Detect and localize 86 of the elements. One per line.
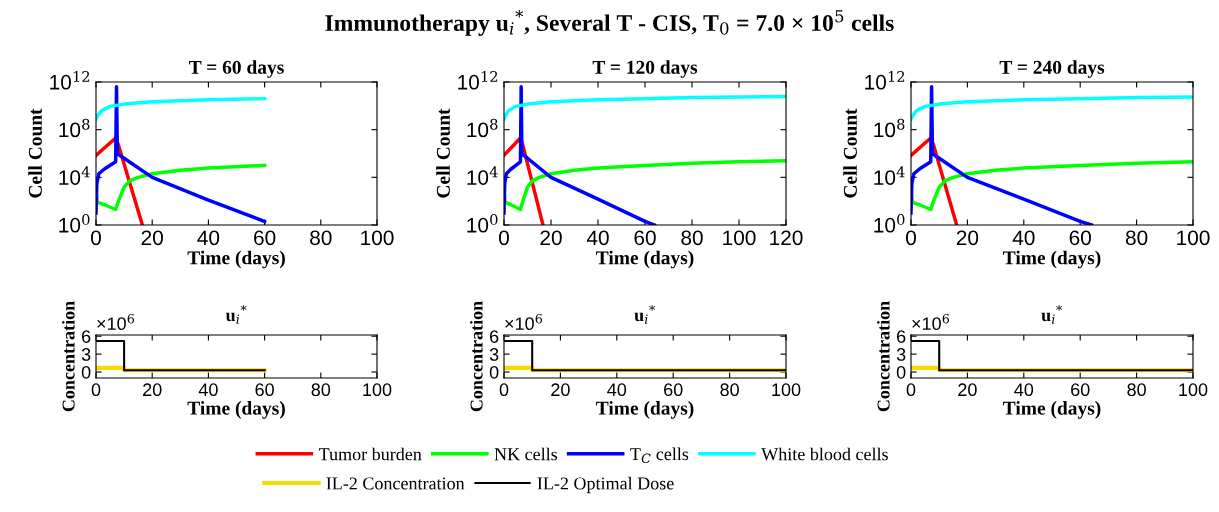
x-tick-label: 60 (634, 230, 656, 246)
x-tick-label: 60 (1069, 230, 1091, 246)
x-tick-label: 80 (681, 230, 703, 246)
legend-label: IL-2 Concentration (326, 477, 465, 490)
legend-label: T$_{C}$ cells (630, 447, 689, 464)
chart-title: T = 60 days (189, 60, 284, 78)
text: ×10$^{6}$ (505, 313, 543, 331)
x-tick-label: 60 (664, 383, 683, 397)
x-tick-label: 40 (586, 230, 609, 246)
y-tick-label: 10$^{0}$ (59, 214, 90, 233)
x-tick-label: 0 (499, 230, 509, 246)
chart-title: T = 240 days (999, 60, 1105, 78)
x-tick-label: 40 (198, 383, 218, 397)
y-tick-label: 3 (489, 348, 499, 361)
x-tick-label: 20 (958, 383, 977, 397)
y-tick-label: 10$^{0}$ (874, 214, 905, 233)
y-tick-label: 6 (82, 330, 91, 343)
y-tick-label: 10$^{4}$ (874, 166, 905, 185)
y-axis-title: Cell Count (28, 108, 42, 198)
y-tick-label: 6 (897, 330, 906, 343)
x-axis-title: Time (days) (1003, 401, 1101, 419)
x-tick-label: 0 (91, 230, 101, 246)
y-tick-label: 6 (490, 330, 499, 343)
text: ×10$^{6}$ (912, 313, 950, 331)
x-tick-label: 60 (1071, 383, 1090, 397)
x-axis-title: Time (days) (596, 401, 694, 419)
y-tick-label: 10$^{12}$ (50, 71, 90, 90)
y-tick-label: 3 (81, 348, 91, 361)
y-tick-label: 10$^{4}$ (59, 166, 90, 185)
x-tick-label: 80 (1127, 383, 1146, 397)
y-tick-label: 10$^{8}$ (874, 118, 905, 138)
y-axis-title: Concentration (876, 301, 890, 412)
x-tick-label: 80 (720, 383, 739, 397)
x-tick-label: 20 (143, 383, 162, 397)
y-tick-label: 0 (81, 365, 91, 379)
x-tick-label: 20 (141, 230, 163, 246)
y-tick-label: 3 (896, 348, 906, 361)
x-tick-label: 0 (91, 383, 101, 397)
x-tick-label: 80 (310, 230, 332, 246)
x-axis-title: Time (days) (596, 250, 694, 269)
y-tick-label: 10$^{12}$ (865, 71, 905, 90)
x-axis-title: Time (days) (187, 250, 285, 269)
x-tick-label: 0 (906, 383, 916, 397)
x-tick-label: 20 (540, 230, 562, 246)
x-tick-label: 100 (772, 383, 801, 397)
y-axis-title: Concentration (469, 301, 483, 412)
x-tick-label: 100 (361, 230, 394, 246)
x-tick-label: 100 (1179, 383, 1208, 397)
chart-title: u$_{i}$$^{*}$ (225, 305, 247, 324)
x-tick-label: 0 (499, 383, 509, 397)
x-tick-label: 60 (255, 383, 274, 397)
chart-title: u$_{i}$$^{*}$ (634, 305, 656, 324)
text: ×10$^{6}$ (97, 313, 135, 331)
x-tick-label: 120 (770, 230, 803, 246)
x-tick-label: 40 (1014, 383, 1034, 397)
y-axis-title: Concentration (61, 301, 75, 412)
x-tick-label: 100 (723, 230, 756, 246)
legend-label: NK cells (494, 447, 558, 461)
x-tick-label: 100 (363, 383, 392, 397)
y-axis-title: Cell Count (843, 108, 857, 198)
y-tick-label: 10$^{8}$ (467, 118, 498, 138)
y-axis-title: Cell Count (436, 108, 450, 198)
x-axis-title: Time (days) (1003, 250, 1101, 269)
legend-label: IL-2 Optimal Dose (537, 476, 674, 494)
x-tick-label: 100 (1177, 230, 1210, 246)
chart-title: u$_{i}$$^{*}$ (1041, 305, 1063, 324)
y-tick-label: 0 (896, 365, 906, 379)
x-tick-label: 0 (906, 230, 916, 246)
x-tick-label: 20 (551, 383, 570, 397)
chart-title: T = 120 days (592, 60, 698, 78)
x-tick-label: 40 (197, 230, 220, 246)
y-tick-label: 0 (489, 365, 499, 379)
x-tick-label: 20 (956, 230, 979, 246)
text: Immunotherapy u$_{i}$$^{*}$, Several T - CIS, T$_{0}$ = 7.0 × 10$^{5}$ cells (325, 9, 894, 36)
y-tick-label: 10$^{12}$ (458, 71, 498, 90)
legend-label: White blood cells (761, 447, 888, 461)
x-tick-label: 80 (1125, 230, 1148, 246)
y-tick-label: 10$^{4}$ (467, 166, 498, 185)
x-tick-label: 80 (311, 383, 331, 397)
x-tick-label: 40 (1012, 230, 1035, 246)
y-tick-label: 10$^{0}$ (467, 214, 498, 233)
y-tick-label: 10$^{8}$ (59, 118, 90, 138)
x-tick-label: 60 (254, 230, 276, 246)
legend-label: Tumor burden (319, 447, 422, 461)
x-axis-title: Time (days) (187, 401, 285, 419)
x-tick-label: 40 (607, 383, 627, 397)
